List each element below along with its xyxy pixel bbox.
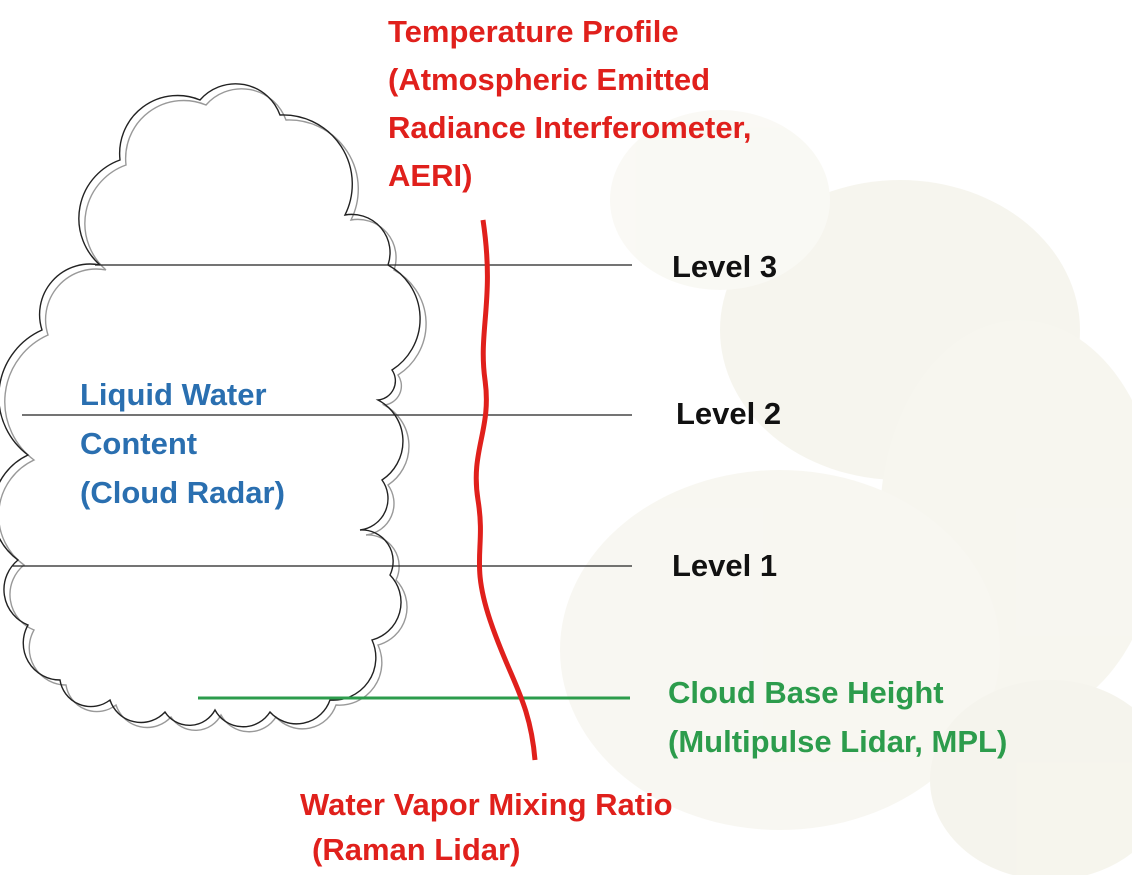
cloud-base-label: (Multipulse Lidar, MPL) <box>668 724 1007 759</box>
background-foliage <box>560 110 1132 875</box>
level-label: Level 1 <box>672 548 777 583</box>
temperature-label: Radiance Interferometer, <box>388 110 752 145</box>
cloud-base-label: Cloud Base Height <box>668 675 944 710</box>
liquid-water-label: Content <box>80 426 197 461</box>
liquid-water-label: Liquid Water <box>80 377 267 412</box>
temperature-label: Temperature Profile <box>388 14 679 49</box>
cloud-outline <box>0 88 427 733</box>
cloud-outline <box>0 83 421 728</box>
temperature-label: AERI) <box>388 158 472 193</box>
level-label: Level 2 <box>676 396 781 431</box>
cloud <box>0 83 427 733</box>
temperature-profile-line <box>473 219 538 761</box>
level-label: Level 3 <box>672 249 777 284</box>
temperature-label: (Atmospheric Emitted <box>388 62 710 97</box>
water-vapor-label: Water Vapor Mixing Ratio <box>300 787 673 822</box>
water-vapor-label: (Raman Lidar) <box>312 832 520 867</box>
liquid-water-label: (Cloud Radar) <box>80 475 285 510</box>
